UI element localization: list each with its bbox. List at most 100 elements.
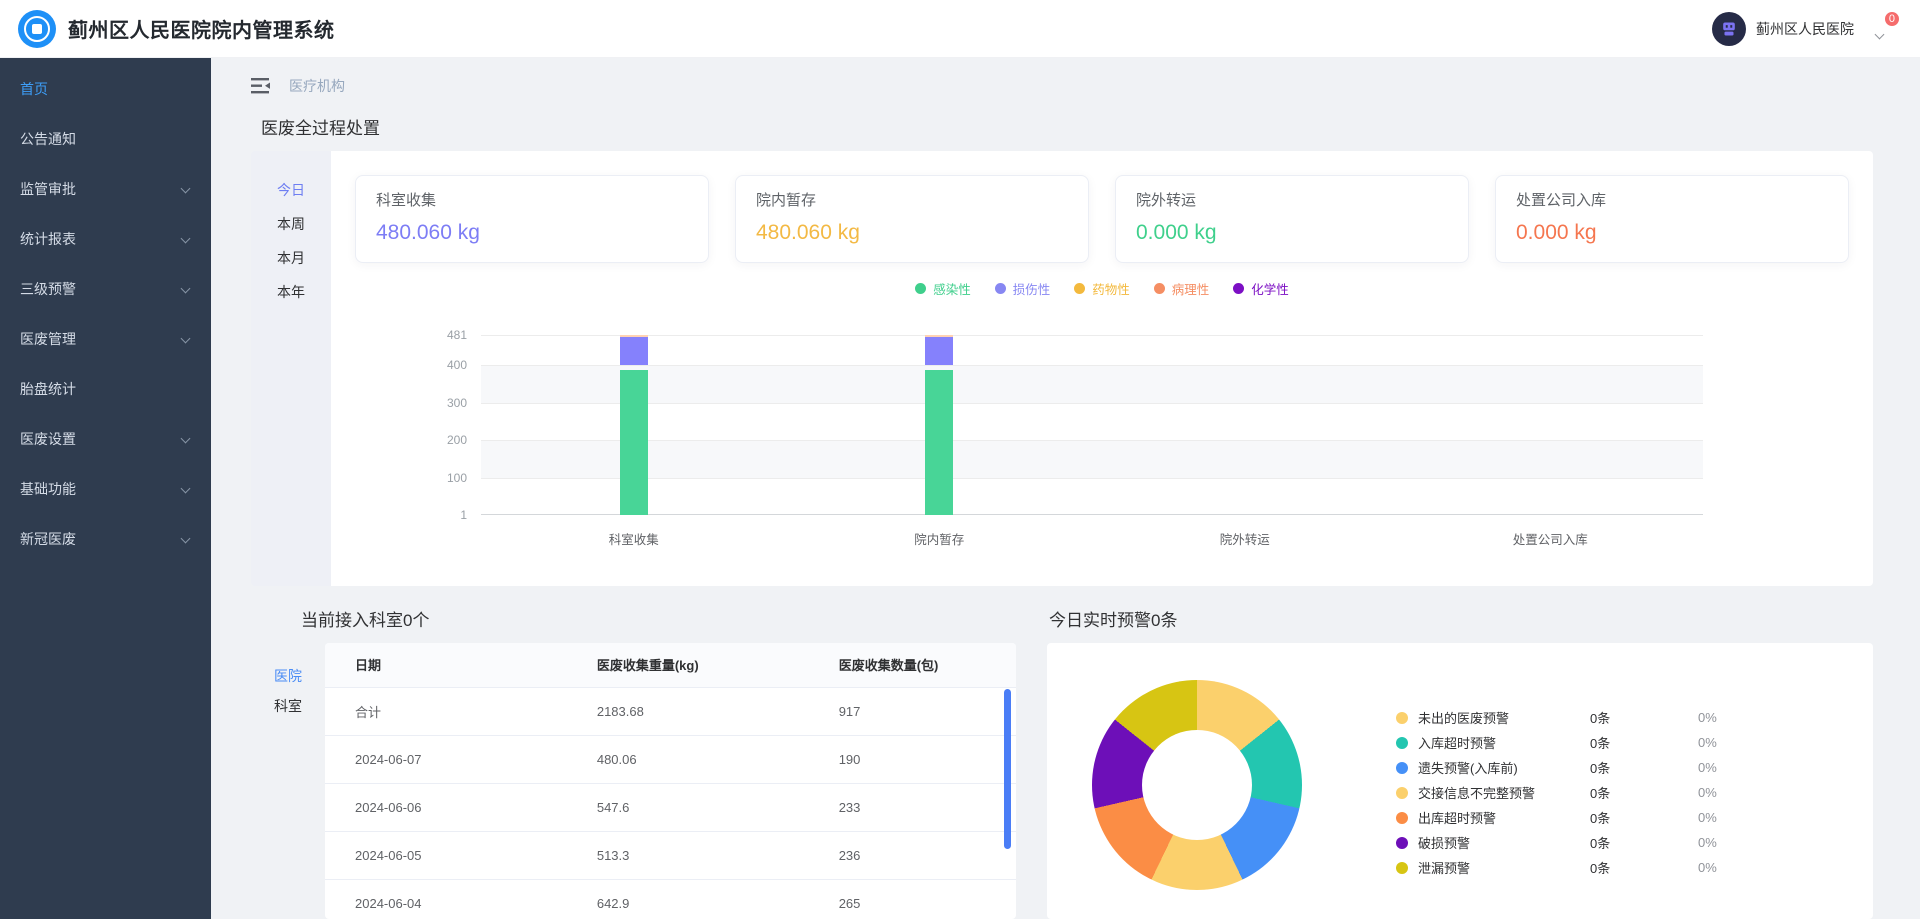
collection-table: 日期 医废收集重量(kg) 医废收集数量(包) 合计 2183.68 <box>325 643 1016 919</box>
stat-card-title: 处置公司入库 <box>1516 189 1828 210</box>
warning-donut <box>1092 680 1302 890</box>
sidebar-item-home[interactable]: 首页 <box>0 64 211 114</box>
warning-legend-row[interactable]: 未出的医废预警 0条 0% <box>1396 705 1717 730</box>
col-header-date: 日期 <box>325 643 567 687</box>
bar-chart-x-axis: 科室收集 院内暂存 院外转运 处置公司入库 <box>331 529 1873 548</box>
stat-card-disposal-company-inbound[interactable]: 处置公司入库 0.000 kg <box>1495 175 1849 263</box>
chevron-down-icon <box>181 184 191 194</box>
bar-segment-损伤性 <box>620 337 648 366</box>
bar-segment-感染性 <box>925 370 953 515</box>
breadcrumb[interactable]: 医疗机构 <box>289 76 345 96</box>
tab-hospital[interactable]: 医院 <box>251 661 325 691</box>
sidebar-item-placenta-statistics[interactable]: 胎盘统计 <box>0 364 211 414</box>
legend-item-infectious[interactable]: 感染性 <box>915 279 971 298</box>
legend-label: 感染性 <box>933 279 971 298</box>
sidebar-item-waste-settings[interactable]: 医废设置 <box>0 414 211 464</box>
legend-item-pharmaceutical[interactable]: 药物性 <box>1074 279 1130 298</box>
stat-card-in-hospital-storage[interactable]: 院内暂存 480.060 kg <box>735 175 1089 263</box>
notification-badge[interactable]: 0 <box>1884 11 1900 27</box>
warnings-card: 未出的医废预警 0条 0% 入库超时预警 0条 0% <box>1047 643 1873 919</box>
table-row[interactable]: 2024-06-07 480.06 190 <box>325 735 1016 783</box>
legend-dot-icon <box>1396 737 1408 749</box>
user-avatar[interactable] <box>1712 12 1746 46</box>
sidebar-item-basic-functions[interactable]: 基础功能 <box>0 464 211 514</box>
warning-label: 破损预警 <box>1418 833 1590 852</box>
stat-card-out-hospital-transfer[interactable]: 院外转运 0.000 kg <box>1115 175 1469 263</box>
tab-this-week[interactable]: 本周 <box>251 207 331 241</box>
cell-date: 2024-06-07 <box>325 735 567 783</box>
sidebar-item-label: 医废设置 <box>20 431 76 447</box>
legend-dot-icon <box>1074 283 1085 294</box>
bar-segment-感染性 <box>620 370 648 515</box>
tab-this-month[interactable]: 本月 <box>251 241 331 275</box>
tab-this-year[interactable]: 本年 <box>251 275 331 309</box>
cell-date: 合计 <box>325 687 567 735</box>
sidebar-item-label: 基础功能 <box>20 481 76 497</box>
legend-label: 病理性 <box>1172 279 1210 298</box>
warning-legend-row[interactable]: 入库超时预警 0条 0% <box>1396 730 1717 755</box>
sidebar-item-label: 首页 <box>20 81 48 97</box>
cell-weight: 547.6 <box>567 783 809 831</box>
stat-card-title: 院外转运 <box>1136 189 1448 210</box>
sidebar-item-supervision-approval[interactable]: 监管审批 <box>0 164 211 214</box>
table-row[interactable]: 2024-06-04 642.9 265 <box>325 879 1016 919</box>
warning-percent: 0% <box>1698 735 1717 750</box>
legend-dot-icon <box>1396 812 1408 824</box>
warning-legend-row[interactable]: 破损预警 0条 0% <box>1396 830 1717 855</box>
gridline <box>481 478 1703 479</box>
table-row[interactable]: 2024-06-05 513.3 236 <box>325 831 1016 879</box>
legend-label: 药物性 <box>1092 279 1130 298</box>
process-panel: 今日 本周 本月 本年 科室收集 480.060 kg 院内暂存 480.060… <box>251 151 1873 586</box>
legend-dot-icon <box>1396 712 1408 724</box>
sidebar-item-label: 新冠医废 <box>20 531 76 547</box>
sidebar-item-three-level-warning[interactable]: 三级预警 <box>0 264 211 314</box>
sidebar-item-waste-management[interactable]: 医废管理 <box>0 314 211 364</box>
tab-today[interactable]: 今日 <box>251 173 331 207</box>
sidebar-item-notices[interactable]: 公告通知 <box>0 114 211 164</box>
warning-count: 0条 <box>1590 808 1698 827</box>
cell-count: 190 <box>809 735 1016 783</box>
cell-date: 2024-06-06 <box>325 783 567 831</box>
legend-item-pathological[interactable]: 病理性 <box>1154 279 1210 298</box>
table-row[interactable]: 合计 2183.68 917 <box>325 687 1016 735</box>
hamburger-collapse-icon[interactable] <box>251 77 271 95</box>
robot-avatar-icon <box>1718 18 1740 40</box>
stat-card-department-collection[interactable]: 科室收集 480.060 kg <box>355 175 709 263</box>
y-tick-label: 300 <box>447 396 467 410</box>
legend-dot-icon <box>1154 283 1165 294</box>
legend-label: 损伤性 <box>1013 279 1051 298</box>
warning-legend-row[interactable]: 出库超时预警 0条 0% <box>1396 805 1717 830</box>
warning-percent: 0% <box>1698 810 1717 825</box>
sidebar-item-statistics-reports[interactable]: 统计报表 <box>0 214 211 264</box>
warning-legend-row[interactable]: 遗失预警(入库前) 0条 0% <box>1396 755 1717 780</box>
top-header: 蓟州区人民医院院内管理系统 蓟州区人民医院 0 <box>0 0 1920 58</box>
stat-card-value: 0.000 kg <box>1136 221 1448 245</box>
table-scrollbar[interactable] <box>1004 689 1011 849</box>
donut-hole <box>1142 730 1252 840</box>
legend-item-sharps[interactable]: 损伤性 <box>995 279 1051 298</box>
warnings-section: 今日实时预警0条 未出的医废预警 0条 0% <box>1047 606 1873 919</box>
header-user-area[interactable]: 蓟州区人民医院 0 <box>1712 9 1894 49</box>
warning-label: 入库超时预警 <box>1418 733 1590 752</box>
user-name[interactable]: 蓟州区人民医院 <box>1756 19 1854 39</box>
table-row[interactable]: 2024-06-06 547.6 233 <box>325 783 1016 831</box>
x-axis-label: 院内暂存 <box>787 529 1093 548</box>
legend-dot-icon <box>915 283 926 294</box>
x-axis-label: 科室收集 <box>481 529 787 548</box>
legend-dot-icon <box>1233 283 1244 294</box>
x-axis-line <box>481 514 1703 515</box>
warning-legend-row[interactable]: 交接信息不完整预警 0条 0% <box>1396 780 1717 805</box>
sidebar-item-covid-waste[interactable]: 新冠医废 <box>0 514 211 564</box>
warning-legend-row[interactable]: 泄漏预警 0条 0% <box>1396 855 1717 880</box>
y-tick-label: 481 <box>447 328 467 342</box>
col-header-weight: 医废收集重量(kg) <box>567 643 809 687</box>
chevron-down-icon <box>181 284 191 294</box>
page-title: 医废全过程处置 <box>261 114 1873 139</box>
bar-segment-病理性 <box>620 335 648 337</box>
warning-label: 泄漏预警 <box>1418 858 1590 877</box>
tab-department[interactable]: 科室 <box>251 691 325 721</box>
chevron-down-icon <box>181 434 191 444</box>
user-menu-caret[interactable]: 0 <box>1868 9 1894 49</box>
legend-item-chemical[interactable]: 化学性 <box>1233 279 1289 298</box>
x-axis-label: 处置公司入库 <box>1398 529 1704 548</box>
